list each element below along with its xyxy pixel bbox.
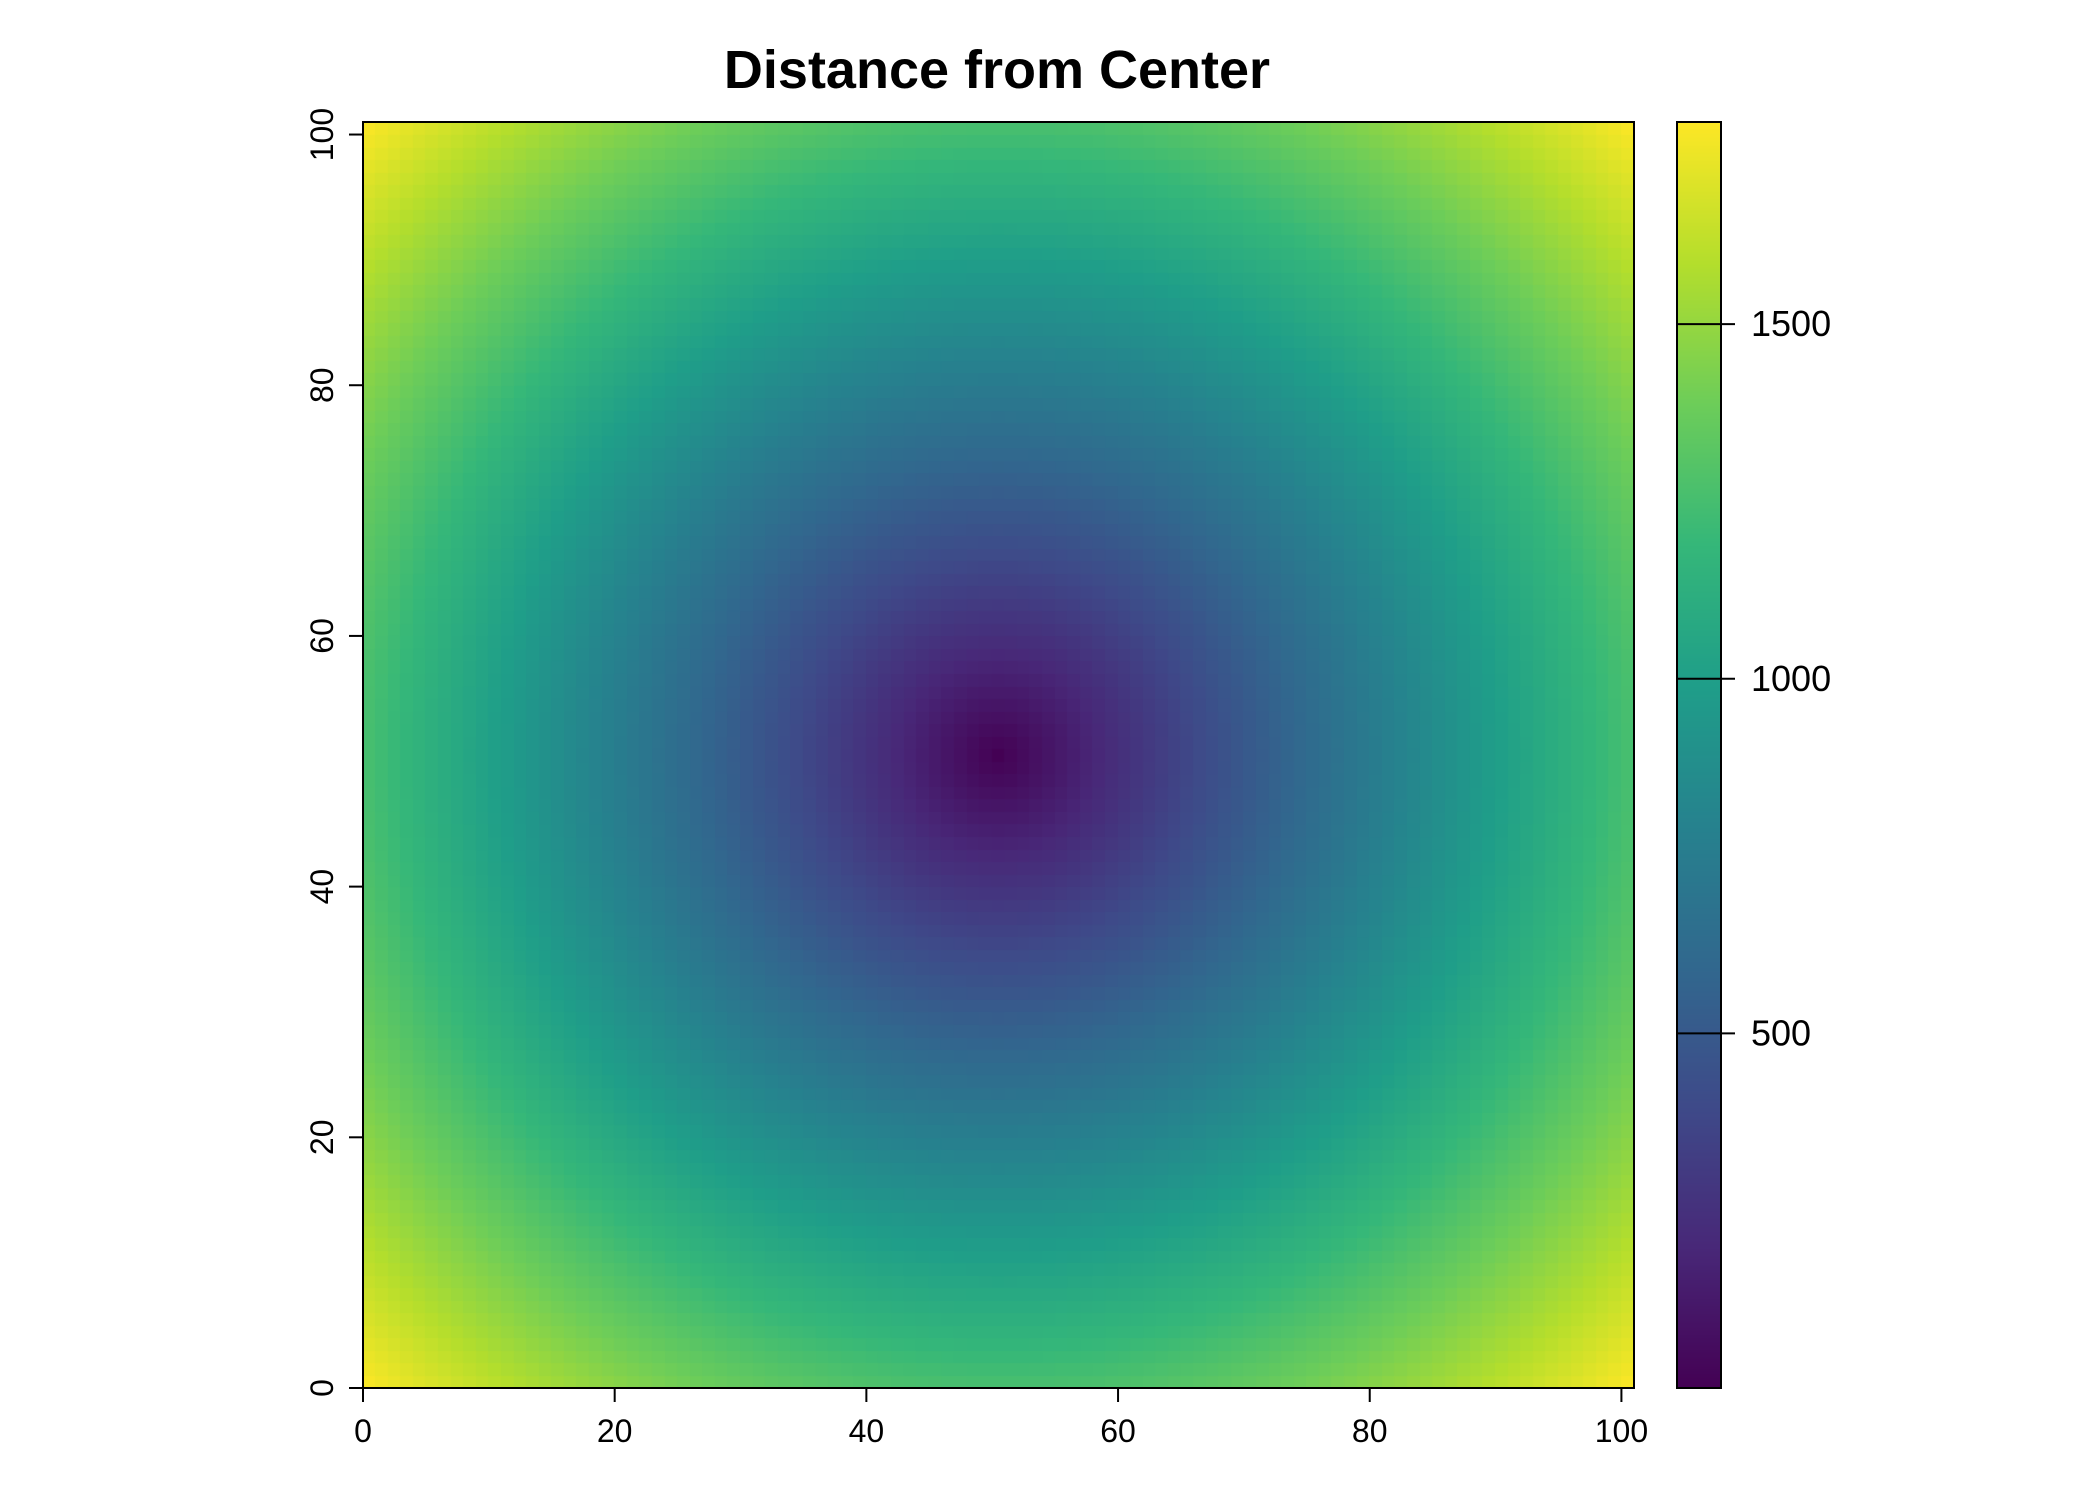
x-tick-label: 100	[1595, 1413, 1648, 1449]
x-axis: 0 20 40 60 80 100	[354, 1387, 1648, 1449]
colorbar-frame	[1676, 121, 1722, 1389]
y-tick-label: 60	[304, 618, 340, 654]
x-tick-label: 80	[1352, 1413, 1388, 1449]
colorbar-tick-label: 1500	[1751, 303, 1831, 344]
heatmap-plot-area	[362, 121, 1635, 1389]
x-tick-label: 40	[849, 1413, 885, 1449]
y-tick-label: 20	[304, 1120, 340, 1156]
colorbar-tick-label: 500	[1751, 1012, 1811, 1053]
colorbar-legend: 500 1000 1500	[1676, 121, 1831, 1389]
x-tick-label: 60	[1100, 1413, 1136, 1449]
y-axis: 0 20 40 60 80 100	[304, 108, 364, 1397]
y-tick-label: 100	[304, 108, 340, 161]
y-tick-label: 40	[304, 869, 340, 905]
chart-title: Distance from Center	[724, 40, 1270, 100]
colorbar-gradient	[1677, 122, 1721, 1388]
colorbar-ticks: 500 1000 1500	[1677, 303, 1831, 1053]
y-tick-label: 0	[304, 1379, 340, 1397]
x-tick-label: 20	[597, 1413, 633, 1449]
x-tick-label: 0	[354, 1413, 372, 1449]
heatmap-raster	[363, 122, 1634, 1388]
colorbar-tick-label: 1000	[1751, 658, 1831, 699]
y-tick-label: 80	[304, 367, 340, 403]
